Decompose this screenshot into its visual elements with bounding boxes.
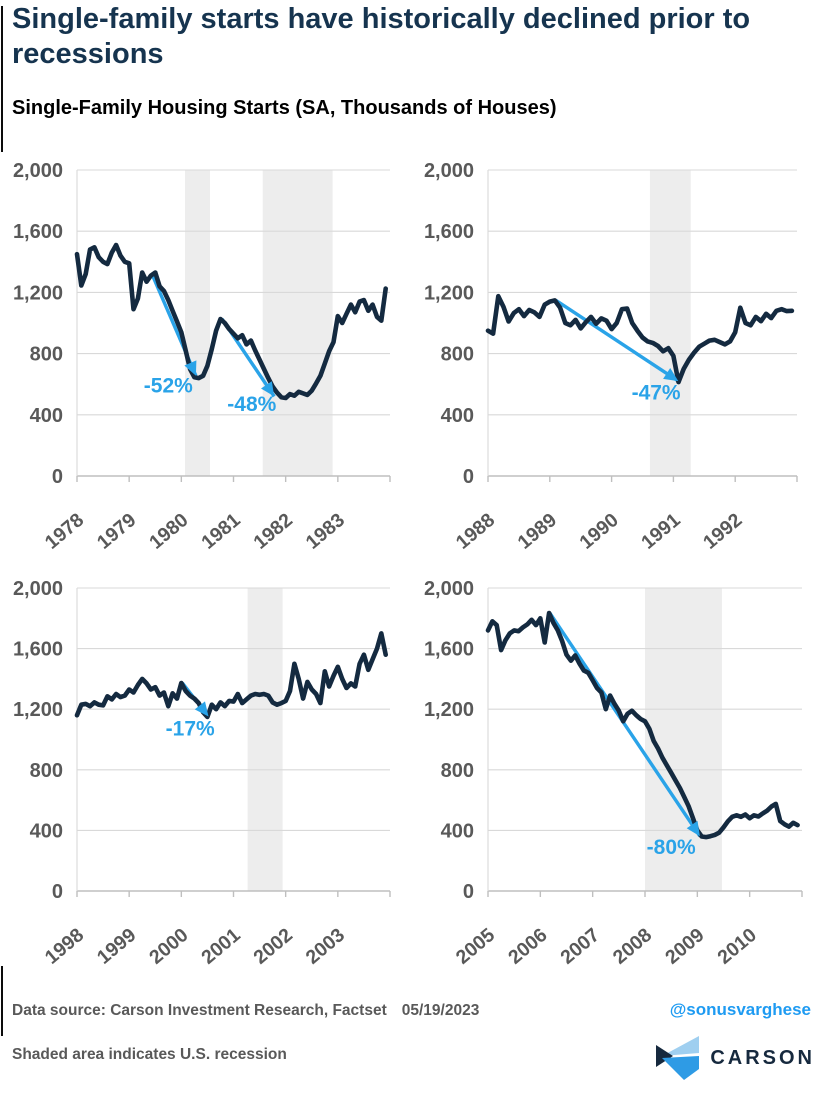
x-tick-label: 1988 — [452, 509, 499, 554]
decline-arrow — [555, 298, 680, 383]
y-tick-label: 800 — [441, 760, 474, 782]
y-tick-label: 1,200 — [424, 699, 474, 721]
y-tick-label: 1,200 — [13, 699, 63, 721]
y-tick-label: 1,200 — [13, 282, 63, 304]
x-tick-label: 1982 — [250, 509, 297, 554]
y-tick-label: 2,000 — [13, 578, 63, 600]
logo-light-facet — [662, 1036, 700, 1056]
left-border-artifact-top — [1, 6, 3, 152]
recession-band — [247, 588, 283, 891]
y-tick-label: 400 — [441, 405, 474, 427]
y-tick-label: 1,200 — [424, 282, 474, 304]
y-tick-label: 2,000 — [13, 160, 63, 182]
logo-navy-facet — [656, 1045, 674, 1067]
x-tick-label: 1998 — [41, 924, 88, 969]
decline-arrow-head — [194, 701, 209, 717]
carson-logo-text: CARSON — [710, 1046, 815, 1069]
x-tick-label: 2005 — [452, 924, 499, 969]
x-tick-label: 1992 — [699, 509, 746, 554]
carson-logo-icon — [656, 1036, 700, 1080]
x-tick-label: 2010 — [714, 924, 761, 969]
decline-arrow-head — [184, 360, 197, 376]
x-tick-label: 1978 — [41, 509, 88, 554]
y-tick-label: 400 — [441, 820, 474, 842]
x-tick-label: 1990 — [575, 509, 622, 554]
recession-band — [185, 170, 210, 476]
page-title: Single-family starts have historically d… — [12, 3, 751, 70]
x-tick-label: 2007 — [557, 924, 604, 969]
series-line — [74, 631, 389, 720]
decline-label: -17% — [166, 718, 215, 741]
recession-band — [649, 170, 691, 476]
left-border-artifact-bottom — [1, 966, 3, 1036]
logo-bright-facet — [662, 1056, 700, 1080]
decline-label: -47% — [632, 382, 681, 405]
y-tick-label: 800 — [30, 344, 63, 366]
x-tick-label: 1983 — [302, 509, 349, 554]
y-tick-label: 0 — [52, 466, 63, 488]
y-tick-label: 800 — [441, 344, 474, 366]
recession-band — [262, 170, 333, 476]
date-label: 05/19/2023 — [401, 1002, 480, 1019]
decline-label: -52% — [144, 375, 193, 398]
x-tick-label: 1989 — [514, 509, 561, 554]
y-tick-label: 1,600 — [424, 639, 474, 661]
y-tick-label: 0 — [463, 466, 474, 488]
decline-label: -48% — [227, 393, 276, 416]
y-tick-label: 0 — [52, 881, 63, 903]
recession-note: Shaded area indicates U.S. recession — [12, 1046, 287, 1063]
y-tick-label: 800 — [30, 760, 63, 782]
series-line — [485, 293, 795, 385]
data-source-note: Data source: Carson Investment Research,… — [12, 1002, 479, 1020]
x-tick-label: 2008 — [609, 924, 656, 969]
decline-arrow-head — [663, 368, 679, 382]
decline-label: -80% — [647, 836, 696, 859]
y-tick-label: 1,600 — [13, 221, 63, 243]
x-tick-label: 2009 — [661, 924, 708, 969]
chart-subtitle: Single-Family Housing Starts (SA, Thousa… — [12, 97, 557, 119]
carson-logo: CARSON — [655, 1036, 815, 1080]
x-tick-label: 1999 — [93, 924, 140, 969]
y-tick-label: 1,600 — [424, 221, 474, 243]
y-tick-label: 400 — [30, 820, 63, 842]
x-tick-label: 1980 — [145, 509, 192, 554]
y-tick-label: 2,000 — [424, 578, 474, 600]
x-tick-label: 1981 — [197, 509, 244, 554]
x-tick-label: 2006 — [504, 924, 551, 969]
x-tick-label: 2000 — [145, 924, 192, 969]
recession-band — [645, 588, 722, 891]
x-tick-label: 1979 — [93, 509, 140, 554]
y-tick-label: 400 — [30, 405, 63, 427]
y-tick-label: 0 — [463, 881, 474, 903]
decline-arrow-head — [686, 820, 700, 837]
chart-1988-1992: 0 400 800 1,200 1,600 2,000 1988 1989 1990 1991 19… — [424, 160, 798, 554]
y-tick-label: 1,600 — [13, 639, 63, 661]
x-tick-label: 2002 — [250, 924, 297, 969]
x-tick-label: 1991 — [637, 509, 684, 554]
y-tick-label: 2,000 — [424, 160, 474, 182]
decline-arrow-head — [261, 381, 275, 397]
data-source-label: Data source: Carson Investment Research,… — [12, 1002, 387, 1019]
x-tick-label: 2003 — [302, 924, 349, 969]
series-line — [485, 610, 800, 840]
decline-arrow — [548, 612, 702, 838]
twitter-handle: @sonusvarghese — [669, 1000, 811, 1019]
x-tick-label: 2001 — [197, 924, 244, 969]
series-line — [74, 242, 389, 401]
